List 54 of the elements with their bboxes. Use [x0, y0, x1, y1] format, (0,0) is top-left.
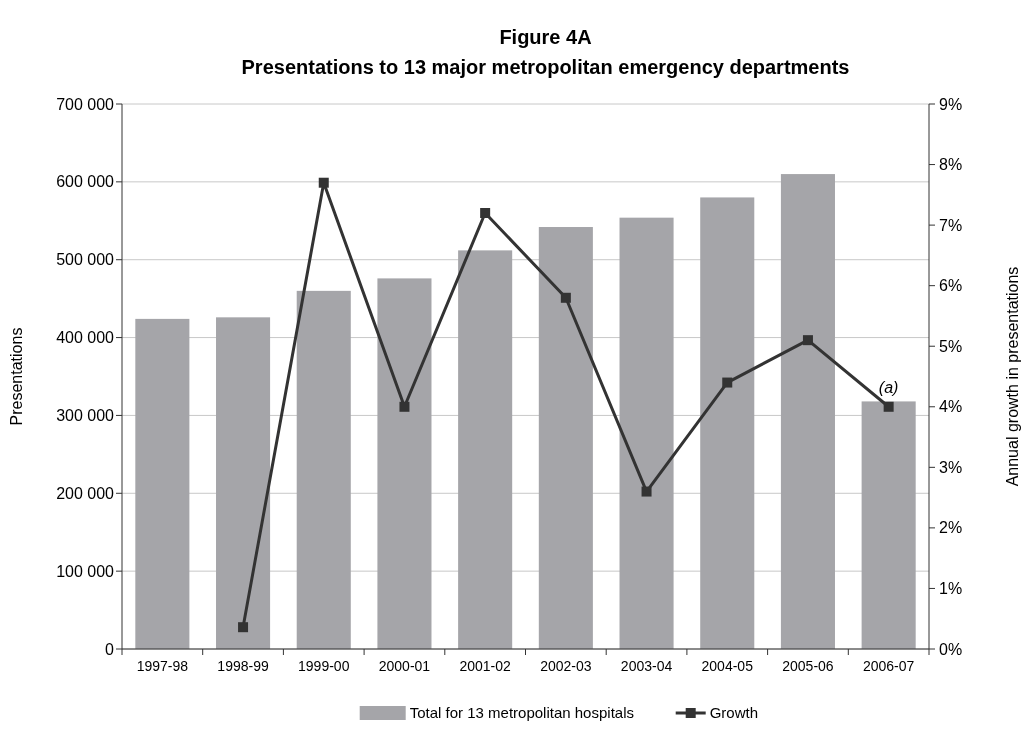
- bar: [377, 278, 432, 649]
- y2-tick-label: 0%: [939, 640, 963, 658]
- x-tick-label: 2006-07: [862, 658, 915, 674]
- y2-tick-label: 3%: [939, 458, 963, 476]
- y-tick-label: 700 000: [56, 95, 115, 113]
- y2-tick-label: 1%: [939, 580, 963, 598]
- bar: [700, 197, 755, 649]
- point: [802, 335, 813, 346]
- x-tick-label: 2005-06: [782, 658, 834, 674]
- y2-tick-label: 8%: [939, 156, 963, 174]
- y2-tick-label: 6%: [939, 277, 963, 295]
- point: [883, 401, 894, 412]
- chart-title: Figure 4A: [499, 26, 592, 48]
- legend-label: Total for 13 metropolitan hospitals: [409, 704, 634, 722]
- y2-tick-label: 5%: [939, 337, 963, 355]
- y-tick-label: 200 000: [56, 484, 115, 502]
- point: [480, 208, 491, 218]
- point: [641, 486, 652, 497]
- y-tick-label: 400 000: [56, 329, 115, 347]
- y-tick-label: 600 000: [56, 173, 115, 191]
- y2-tick-label: 4%: [939, 398, 963, 416]
- bar: [135, 318, 190, 649]
- legend-label: Growth: [709, 704, 759, 722]
- x-tick-label: 1997-98: [136, 658, 189, 674]
- annotation: (a): [878, 378, 899, 396]
- bar: [861, 401, 916, 649]
- point: [399, 401, 410, 412]
- bar: [458, 250, 513, 649]
- y-tick-label: 100 000: [56, 562, 115, 580]
- x-tick-label: 2001-02: [459, 658, 512, 674]
- y2-tick-label: 7%: [939, 216, 963, 234]
- x-tick-label: 2003-04: [620, 658, 673, 674]
- point: [560, 292, 571, 303]
- point: [318, 177, 329, 188]
- point: [238, 622, 249, 633]
- y2-tick-label: 2%: [939, 519, 963, 537]
- x-tick-label: 2004-05: [701, 658, 754, 674]
- bar: [619, 217, 674, 649]
- chart-subtitle: Presentations to 13 major metropolitan emergency departments: [241, 56, 850, 78]
- bar: [296, 290, 351, 649]
- y-axis-title: Presentations: [8, 327, 25, 426]
- x-tick-label: 2000-01: [378, 658, 431, 674]
- bar: [216, 317, 271, 649]
- x-tick-label: 1998-99: [217, 658, 269, 674]
- y-tick-label: 300 000: [56, 407, 115, 425]
- x-tick-label: 2002-03: [540, 658, 592, 674]
- y2-axis-title: Annual growth in presentations: [1004, 266, 1021, 487]
- point: [722, 377, 733, 388]
- bar: [780, 174, 835, 649]
- y2-tick-label: 9%: [939, 95, 963, 113]
- y-tick-label: 500 000: [56, 251, 115, 269]
- bar: [538, 227, 593, 649]
- y-tick-label: 0: [105, 640, 115, 658]
- x-tick-label: 1999-00: [298, 658, 350, 674]
